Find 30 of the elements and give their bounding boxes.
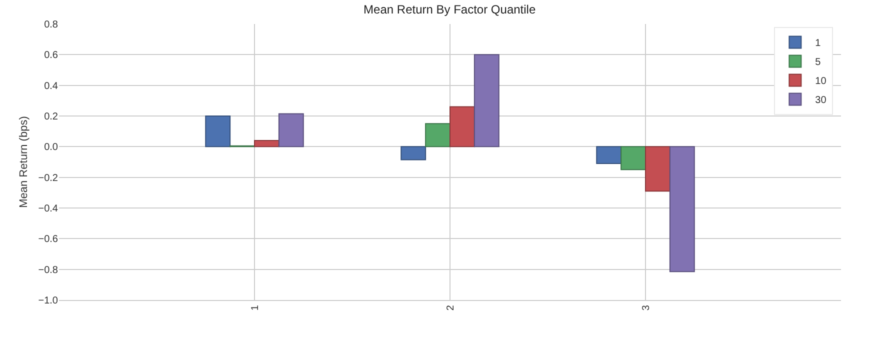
bar xyxy=(400,146,426,160)
y-axis-title: Mean Return (bps) xyxy=(18,116,30,208)
y-tick-label: 0.4 xyxy=(44,80,58,92)
bar xyxy=(254,140,280,148)
y-tick-label: 0.6 xyxy=(44,50,58,62)
y-tick-label: −0.2 xyxy=(38,172,58,184)
bar xyxy=(669,146,695,272)
legend-label: 1 xyxy=(815,38,822,50)
bar xyxy=(596,146,622,164)
y-tick-label: −0.6 xyxy=(38,234,58,246)
x-tick-label: 2 xyxy=(445,304,456,311)
y-tick-label: 0.2 xyxy=(44,112,58,122)
y-tick-label: −0.8 xyxy=(38,264,58,276)
legend-label: 5 xyxy=(815,57,822,68)
bar xyxy=(205,116,231,148)
y-tick-label: 0.0 xyxy=(44,142,58,154)
y-tick-label: −0.4 xyxy=(38,204,58,214)
bar xyxy=(645,146,670,192)
legend-label: 30 xyxy=(815,95,827,106)
bar xyxy=(425,123,450,148)
bar xyxy=(620,146,646,170)
x-tick-label: 1 xyxy=(250,304,261,311)
x-tick-label: 3 xyxy=(640,304,652,311)
bar xyxy=(450,106,475,148)
y-tick-label: 0.8 xyxy=(44,20,58,30)
bar xyxy=(474,54,500,148)
y-tick-label: −1.0 xyxy=(38,296,58,306)
chart-title: Mean Return By Factor Quantile xyxy=(364,2,536,16)
bar xyxy=(278,113,304,148)
legend-label: 10 xyxy=(815,76,827,88)
